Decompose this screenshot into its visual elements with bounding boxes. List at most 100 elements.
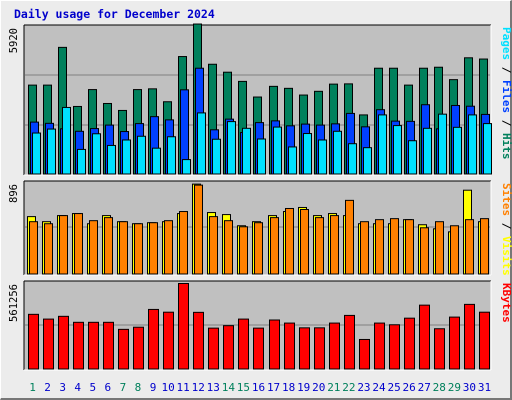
bar-pages-day-29 [453, 126, 462, 175]
bar-sites-day-16 [254, 222, 263, 275]
bar-kbytes-day-9 [148, 308, 159, 370]
day-label-16: 16 [252, 381, 265, 394]
y-axis-legend-label: Sites / Visits [500, 183, 512, 276]
bar-kbytes-day-22 [344, 314, 355, 370]
bar-sites-day-24 [375, 219, 384, 275]
bar-kbytes-day-13 [208, 327, 219, 370]
bar-kbytes-day-3 [58, 315, 69, 370]
bar-sites-day-23 [360, 221, 369, 275]
bar-sites-day-6 [104, 217, 113, 275]
bar-pages-day-2 [47, 128, 56, 175]
legend-label-part: KBytes [500, 283, 512, 323]
bar-pages-day-28 [438, 113, 447, 175]
bar-pages-day-10 [167, 136, 176, 175]
bar-sites-day-2 [44, 223, 53, 275]
bar-sites-day-14 [224, 220, 233, 275]
bar-sites-day-26 [405, 219, 414, 275]
bar-kbytes-day-21 [329, 322, 340, 370]
bar-sites-day-12 [194, 184, 203, 275]
bar-pages-day-15 [242, 127, 251, 175]
bar-kbytes-day-17 [269, 319, 280, 370]
bar-sites-day-1 [29, 221, 38, 275]
bar-kbytes-day-29 [449, 316, 460, 370]
bar-kbytes-day-8 [133, 326, 144, 370]
day-label-1: 1 [29, 381, 36, 394]
day-label-13: 13 [207, 381, 220, 394]
legend-label-part: Visits [500, 236, 512, 276]
day-label-21: 21 [327, 381, 340, 394]
day-label-3: 3 [59, 381, 66, 394]
day-label-10: 10 [161, 381, 174, 394]
bar-sites-day-18 [285, 207, 294, 275]
y-axis-legend-label: KBytes [500, 283, 512, 323]
bar-kbytes-day-6 [103, 321, 114, 370]
bar-kbytes-day-10 [163, 311, 174, 370]
bar-sites-day-21 [330, 215, 339, 275]
day-label-2: 2 [44, 381, 51, 394]
bar-kbytes-day-14 [223, 325, 234, 370]
day-label-22: 22 [342, 381, 355, 394]
day-label-5: 5 [89, 381, 96, 394]
bar-kbytes-day-27 [419, 304, 430, 370]
day-label-30: 30 [463, 381, 476, 394]
bar-sites-day-4 [74, 213, 83, 275]
bar-pages-day-16 [257, 138, 266, 175]
bar-sites-day-3 [59, 215, 68, 275]
bar-kbytes-day-23 [359, 338, 370, 370]
bar-sites-day-31 [480, 218, 489, 275]
bar-sites-day-9 [149, 222, 158, 275]
y-max-label: 5920 [8, 28, 20, 53]
day-label-9: 9 [150, 381, 157, 394]
y-axis-legend-label: Pages / Files / Hits [500, 27, 512, 160]
bar-kbytes-day-26 [404, 317, 415, 370]
day-label-29: 29 [448, 381, 461, 394]
bar-pages-day-12 [197, 112, 206, 175]
bar-kbytes-day-30 [464, 303, 475, 370]
day-label-19: 19 [297, 381, 310, 394]
bar-pages-day-9 [152, 147, 161, 175]
bar-sites-day-13 [209, 216, 218, 275]
day-label-28: 28 [433, 381, 446, 394]
bar-pages-day-19 [303, 133, 312, 175]
bar-kbytes-day-5 [88, 321, 99, 370]
bar-pages-day-18 [288, 146, 297, 175]
day-label-25: 25 [387, 381, 400, 394]
bar-pages-day-13 [212, 138, 221, 175]
bar-sites-day-20 [315, 217, 324, 275]
bar-pages-day-11 [182, 159, 191, 175]
bar-pages-day-14 [227, 121, 236, 175]
bar-pages-day-21 [333, 130, 342, 175]
day-label-6: 6 [105, 381, 112, 394]
bar-sites-day-27 [420, 227, 429, 275]
day-label-4: 4 [74, 381, 81, 394]
day-label-15: 15 [237, 381, 250, 394]
day-label-31: 31 [478, 381, 491, 394]
legend-label-part: / [500, 216, 512, 236]
legend-label-part: Files [500, 80, 512, 113]
day-label-8: 8 [135, 381, 142, 394]
bar-sites-day-11 [179, 211, 188, 275]
day-label-23: 23 [357, 381, 370, 394]
bar-kbytes-day-28 [434, 328, 445, 370]
legend-label-part: / [500, 113, 512, 133]
bar-kbytes-day-2 [43, 318, 54, 370]
y-max-label: 561256 [8, 284, 20, 322]
day-label-12: 12 [192, 381, 205, 394]
bar-sites-day-10 [164, 220, 173, 275]
bar-pages-day-30 [468, 114, 477, 175]
legend-label-part: Hits [500, 133, 512, 160]
bar-pages-day-8 [137, 135, 146, 175]
chart-title: Daily usage for December 2024 [14, 7, 215, 21]
legend-label-part: / [500, 60, 512, 80]
bar-kbytes-day-19 [299, 327, 310, 370]
bar-pages-day-25 [393, 125, 402, 175]
day-label-11: 11 [177, 381, 190, 394]
bar-kbytes-day-25 [389, 324, 400, 370]
day-label-18: 18 [282, 381, 295, 394]
day-label-27: 27 [418, 381, 431, 394]
bar-kbytes-day-12 [193, 311, 204, 370]
bar-pages-day-20 [318, 139, 327, 175]
bar-sites-day-25 [390, 218, 399, 275]
day-label-14: 14 [222, 381, 236, 394]
